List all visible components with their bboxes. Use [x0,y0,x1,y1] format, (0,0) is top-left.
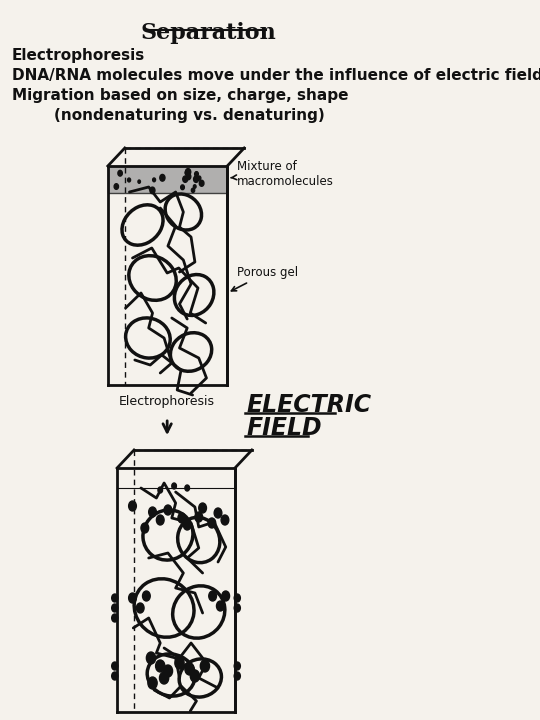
Circle shape [146,652,156,664]
Circle shape [158,487,163,493]
Circle shape [163,665,173,677]
Text: (nondenaturing vs. denaturing): (nondenaturing vs. denaturing) [11,108,325,123]
Text: Mixture of
macromolecules: Mixture of macromolecules [231,160,333,188]
Circle shape [112,604,118,612]
Circle shape [185,171,188,175]
Text: DNA/RNA molecules move under the influence of electric field: DNA/RNA molecules move under the influen… [11,68,540,83]
Circle shape [193,176,199,182]
Circle shape [148,507,157,517]
Circle shape [234,594,240,602]
Circle shape [198,176,201,180]
Polygon shape [108,166,227,193]
Circle shape [191,188,194,192]
Circle shape [143,591,150,601]
Text: Migration based on size, charge, shape: Migration based on size, charge, shape [11,88,348,103]
Circle shape [234,662,240,670]
Circle shape [209,591,217,601]
Circle shape [193,185,196,188]
Circle shape [185,168,191,176]
Circle shape [199,180,204,186]
Circle shape [221,515,229,525]
Circle shape [234,672,240,680]
Text: FIELD: FIELD [247,416,322,440]
Circle shape [181,185,184,189]
Circle shape [185,663,194,675]
Circle shape [184,520,191,530]
Circle shape [157,515,164,525]
Circle shape [129,593,137,603]
Circle shape [112,662,118,670]
Circle shape [148,677,157,689]
Circle shape [153,178,156,181]
Circle shape [118,171,123,176]
Circle shape [214,508,222,518]
Circle shape [194,171,198,176]
Circle shape [127,178,131,182]
Circle shape [183,176,188,182]
Circle shape [138,180,140,184]
Text: Electrophoresis: Electrophoresis [11,48,145,63]
Circle shape [178,513,186,523]
Circle shape [159,672,168,684]
Circle shape [186,174,191,180]
Circle shape [112,614,118,622]
Circle shape [195,512,202,522]
Circle shape [172,483,177,489]
Circle shape [234,604,240,612]
Circle shape [112,672,118,680]
Circle shape [185,485,190,491]
Circle shape [156,660,165,672]
Text: Porous gel: Porous gel [231,266,298,291]
Circle shape [164,505,172,515]
Circle shape [222,591,230,601]
Circle shape [137,603,144,613]
Circle shape [199,503,206,513]
Text: Separation: Separation [140,22,276,44]
Circle shape [150,187,155,194]
Circle shape [114,184,118,189]
Circle shape [160,174,165,181]
Circle shape [190,670,199,682]
Circle shape [129,501,137,511]
Circle shape [141,523,148,533]
Circle shape [175,657,184,669]
Text: ELECTRIC: ELECTRIC [247,393,372,417]
Circle shape [112,594,118,602]
Circle shape [208,518,215,528]
Text: Electrophoresis: Electrophoresis [119,395,215,408]
Circle shape [217,601,224,611]
Circle shape [200,660,210,672]
